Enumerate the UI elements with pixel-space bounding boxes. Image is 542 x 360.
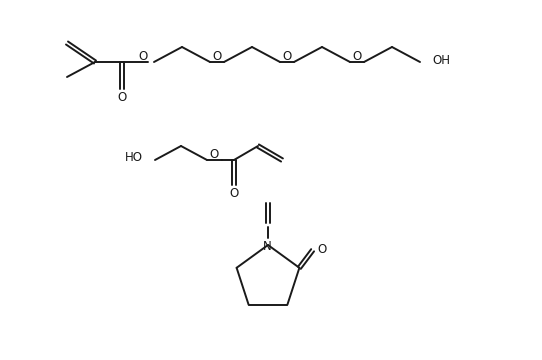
Text: O: O (352, 50, 362, 63)
Text: HO: HO (125, 150, 143, 163)
Text: O: O (282, 50, 292, 63)
Text: O: O (209, 148, 218, 161)
Text: O: O (138, 50, 147, 63)
Text: OH: OH (432, 54, 450, 67)
Text: O: O (229, 186, 238, 199)
Text: O: O (212, 50, 222, 63)
Text: O: O (118, 90, 127, 104)
Text: N: N (263, 239, 272, 252)
Text: O: O (317, 243, 326, 256)
